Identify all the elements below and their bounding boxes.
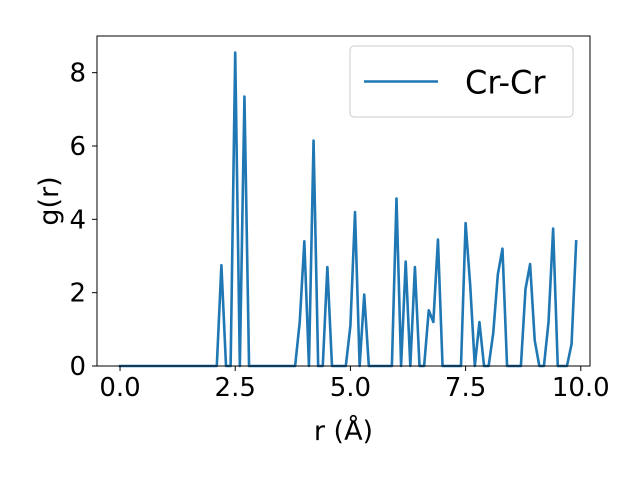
legend-label: Cr-Cr: [465, 64, 546, 102]
x-tick-label: 0.0: [99, 373, 140, 403]
y-tick-label: 2: [69, 279, 86, 309]
x-tick-label: 2.5: [215, 373, 256, 403]
y-axis-label: g(r): [34, 176, 65, 225]
y-tick-label: 8: [69, 59, 86, 89]
y-tick-label: 6: [69, 132, 86, 162]
x-tick-label: 7.5: [445, 373, 486, 403]
x-tick-label: 10.0: [552, 373, 610, 403]
axes-frame: [96, 35, 591, 367]
x-axis-label: r (Å): [314, 415, 373, 447]
y-tick-label: 0: [69, 352, 86, 382]
y-tick-label: 4: [69, 205, 86, 235]
legend: Cr-Cr: [349, 45, 574, 118]
x-tick-label: 5.0: [330, 373, 371, 403]
legend-box: [349, 45, 574, 118]
axes-layer: 0.0 2.5 5.0 7.5 10.0 0 2 4 6 8 r (Å) g(r): [34, 35, 610, 447]
